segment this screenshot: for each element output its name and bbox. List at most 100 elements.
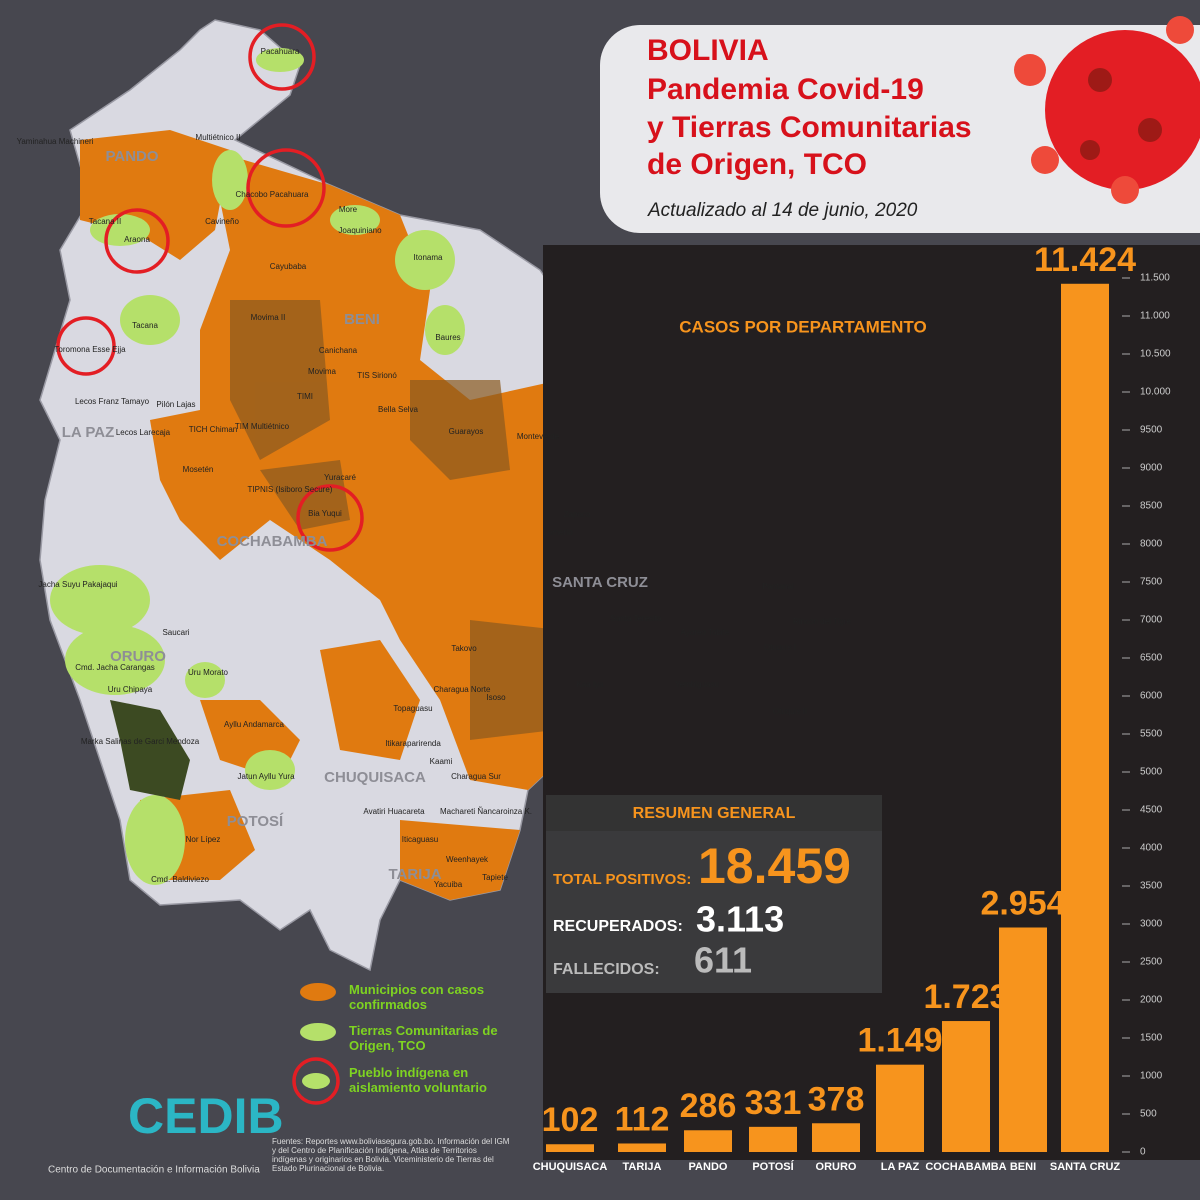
y-tick-label: 5000 [1140, 767, 1163, 778]
title-line: Pandemia Covid-19 [647, 73, 924, 106]
value-label: 286 [680, 1087, 737, 1125]
y-tick-label: 7500 [1140, 577, 1163, 588]
y-tick-label: 2500 [1140, 957, 1163, 968]
department-label: ORURO [110, 648, 166, 665]
bar [684, 1130, 732, 1152]
y-tick-label: 6000 [1140, 691, 1163, 702]
tco-label: Yembiguasu [675, 680, 719, 689]
bar [942, 1021, 990, 1152]
y-tick-label: 8500 [1140, 501, 1163, 512]
summary-label: TOTAL POSITIVOS: [553, 871, 691, 888]
legend-icon [300, 983, 336, 1001]
summary-label: FALLECIDOS: [553, 961, 660, 978]
y-tick-label: 3500 [1140, 881, 1163, 892]
y-tick-label: 9000 [1140, 463, 1163, 474]
department-label: COCHABAMBA [217, 533, 328, 550]
tco-label: Canichana [319, 346, 358, 355]
y-tick-label: 500 [1140, 1109, 1157, 1120]
summary-value: 611 [694, 940, 752, 981]
tco-label: Charagua Sur [451, 772, 501, 781]
tco-label: Pacahuara [261, 47, 300, 56]
value-label: 102 [542, 1101, 599, 1139]
y-tick-label: 9500 [1140, 425, 1163, 436]
org-name: Centro de Documentación e Información Bo… [48, 1165, 260, 1176]
tco-label: Guarayos [449, 427, 484, 436]
title-box [600, 25, 1200, 233]
y-tick-label: 10.500 [1140, 349, 1171, 360]
tco-label: Joaquiniano [338, 226, 382, 235]
x-tick-label: TARIJA [623, 1161, 662, 1173]
tco-label: Avatiri Huacareta [363, 807, 425, 816]
tco-label: Pilón Lajas [156, 400, 195, 409]
title-line: BOLIVIA [647, 34, 769, 67]
x-tick-label: PANDO [689, 1161, 728, 1173]
tco-label: Nor Lípez [186, 835, 221, 844]
tco-label: Otuquis II [773, 707, 807, 716]
value-label: 1.149 [857, 1022, 942, 1060]
x-tick-label: COCHABAMBA [925, 1161, 1006, 1173]
tco-label: Marka Salinas de Garci Mendoza [81, 737, 200, 746]
tco-label: Uru Morato [188, 668, 229, 677]
title-line: de Origen, TCO [647, 148, 867, 181]
tco-label: Lecos Franz Tamayo [75, 397, 150, 406]
bar [618, 1143, 666, 1152]
tco-label: More [339, 205, 358, 214]
x-tick-label: POTOSÍ [752, 1160, 794, 1173]
tco-label: Itonama [414, 253, 443, 262]
tco-label: TIS Sirionó [357, 371, 397, 380]
tco-label: Takovo [451, 644, 477, 653]
x-tick-label: SANTA CRUZ [1050, 1161, 1121, 1173]
tco-label: Tacana II [89, 217, 121, 226]
chart-title: CASOS POR DEPARTAMENTO [679, 317, 926, 336]
tco-label: Baures [435, 333, 460, 342]
tco-label: Yacuiba [434, 880, 463, 889]
y-tick-label: 10.000 [1140, 387, 1171, 398]
tco-label: Mosetén [183, 465, 214, 474]
tco-label: Otuquis I [764, 643, 796, 652]
y-tick-label: 5500 [1140, 729, 1163, 740]
department-label: LA PAZ [62, 424, 115, 441]
y-tick-label: 4500 [1140, 805, 1163, 816]
logo: CEDIB [128, 1088, 284, 1144]
bar [1061, 283, 1109, 1152]
tco-label: Jatun Ayllu Yura [237, 772, 295, 781]
y-tick-label: 1000 [1140, 1071, 1163, 1082]
y-tick-label: 0 [1140, 1147, 1146, 1158]
y-tick-label: 1500 [1140, 1033, 1163, 1044]
tco-label: Lomerío [543, 528, 573, 537]
tco-label: Yuracaré [324, 473, 357, 482]
tco-label: Ayllu Andamarca [224, 720, 284, 729]
x-tick-label: LA PAZ [881, 1161, 920, 1173]
tco-label: Charagua Norte [434, 685, 491, 694]
tco-label: Saucari [162, 628, 189, 637]
y-tick-label: 6500 [1140, 653, 1163, 664]
sources: Fuentes: Reportes www.boliviasegura.gob.… [272, 1137, 510, 1173]
tco-label: Cmd. Baldiviezo [151, 875, 209, 884]
tco-label: Bella Selva [378, 405, 419, 414]
value-label: 331 [745, 1084, 802, 1122]
legend-icon [292, 1057, 340, 1105]
value-label: 1.723 [923, 978, 1008, 1016]
department-label: PANDO [105, 148, 158, 165]
tco-label: Weenhayek [446, 855, 489, 864]
tco-label: Araona [124, 235, 150, 244]
tco-label: Itikaraparirenda [385, 739, 441, 748]
value-label: 112 [615, 1100, 670, 1138]
tco-label: Pantanal [762, 582, 794, 591]
tco-label: Machareti Ñancaroinza K. [440, 807, 532, 816]
value-label: 11.424 [1034, 241, 1136, 279]
tco-label: Isoso [486, 693, 506, 702]
tco-label: TIMI [297, 392, 313, 401]
tco-label: Multiétnico II [196, 133, 241, 142]
tco-label: Jacha Suyu Pakajaqui [38, 580, 117, 589]
tco-label: Santa Teresita [611, 614, 663, 623]
green-tco [50, 48, 465, 885]
title-line: y Tierras Comunitarias [647, 111, 972, 144]
y-tick-label: 3000 [1140, 919, 1163, 930]
tco-label: Tacana [132, 321, 158, 330]
tco-label: Uru Chipaya [108, 685, 153, 694]
tco-label: Toromona Esse Ejja [54, 345, 126, 354]
tco-label: TIPNIS (Isiboro Secure) [248, 485, 333, 494]
y-tick-label: 11.500 [1140, 273, 1170, 284]
